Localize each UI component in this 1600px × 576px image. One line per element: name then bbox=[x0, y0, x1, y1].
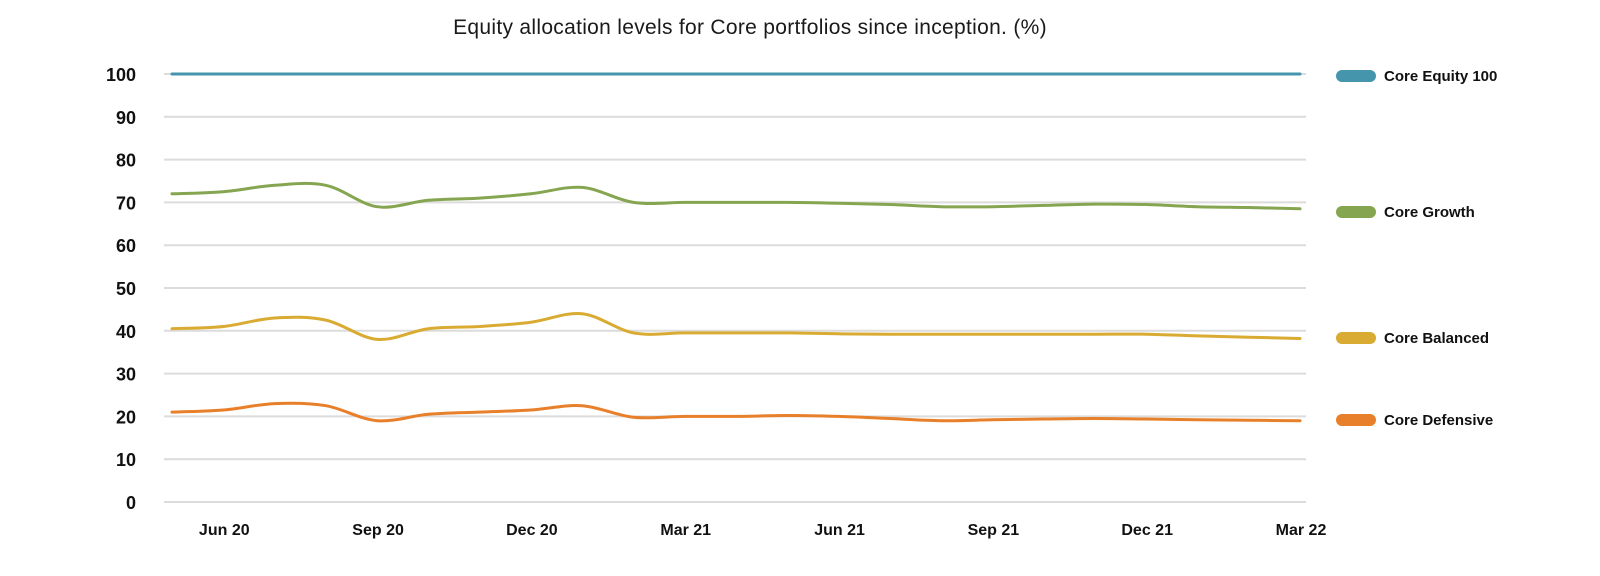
y-tick-label: 40 bbox=[116, 322, 136, 342]
series-line-core-balanced bbox=[170, 311, 1302, 341]
x-tick-label: Mar 21 bbox=[660, 522, 711, 539]
y-tick-label: 30 bbox=[116, 365, 136, 385]
series-line-core-defensive bbox=[170, 401, 1302, 423]
legend-swatch-core-growth bbox=[1336, 206, 1376, 218]
x-tick-label: Dec 20 bbox=[506, 522, 558, 539]
y-axis-ticks: 0 10 20 30 40 50 60 70 80 90 100 bbox=[106, 65, 136, 513]
x-axis-ticks: Jun 20 Sep 20 Dec 20 Mar 21 Jun 21 Sep 21 Dec … bbox=[199, 522, 1327, 539]
x-tick-label: Jun 20 bbox=[199, 522, 250, 539]
legend-label-core-defensive: Core Defensive bbox=[1384, 412, 1493, 429]
series-line-core-growth bbox=[170, 181, 1302, 211]
y-tick-label: 50 bbox=[116, 279, 136, 299]
gridlines bbox=[164, 73, 1306, 503]
legend-label-core-balanced: Core Balanced bbox=[1384, 330, 1489, 347]
legend-label-core-equity-100: Core Equity 100 bbox=[1384, 68, 1497, 85]
legend-swatch-core-equity-100 bbox=[1336, 70, 1376, 82]
legend-label-core-growth: Core Growth bbox=[1384, 204, 1475, 221]
legend: Core Equity 100 Core Growth Core Balanced C… bbox=[1336, 68, 1497, 429]
x-tick-label: Dec 21 bbox=[1121, 522, 1173, 539]
legend-swatch-core-balanced bbox=[1336, 332, 1376, 344]
y-tick-label: 0 bbox=[126, 493, 136, 513]
x-tick-label: Mar 22 bbox=[1276, 522, 1327, 539]
y-tick-label: 20 bbox=[116, 407, 136, 427]
y-tick-label: 80 bbox=[116, 151, 136, 171]
series-lines bbox=[170, 72, 1302, 423]
y-tick-label: 70 bbox=[116, 193, 136, 213]
y-tick-label: 60 bbox=[116, 236, 136, 256]
x-tick-label: Sep 21 bbox=[968, 522, 1020, 539]
x-tick-label: Sep 20 bbox=[352, 522, 404, 539]
x-tick-label: Jun 21 bbox=[814, 522, 865, 539]
chart-title: Equity allocation levels for Core portfo… bbox=[453, 16, 1047, 39]
y-tick-label: 10 bbox=[116, 450, 136, 470]
legend-swatch-core-defensive bbox=[1336, 414, 1376, 426]
y-tick-label: 100 bbox=[106, 65, 136, 85]
y-tick-label: 90 bbox=[116, 108, 136, 128]
